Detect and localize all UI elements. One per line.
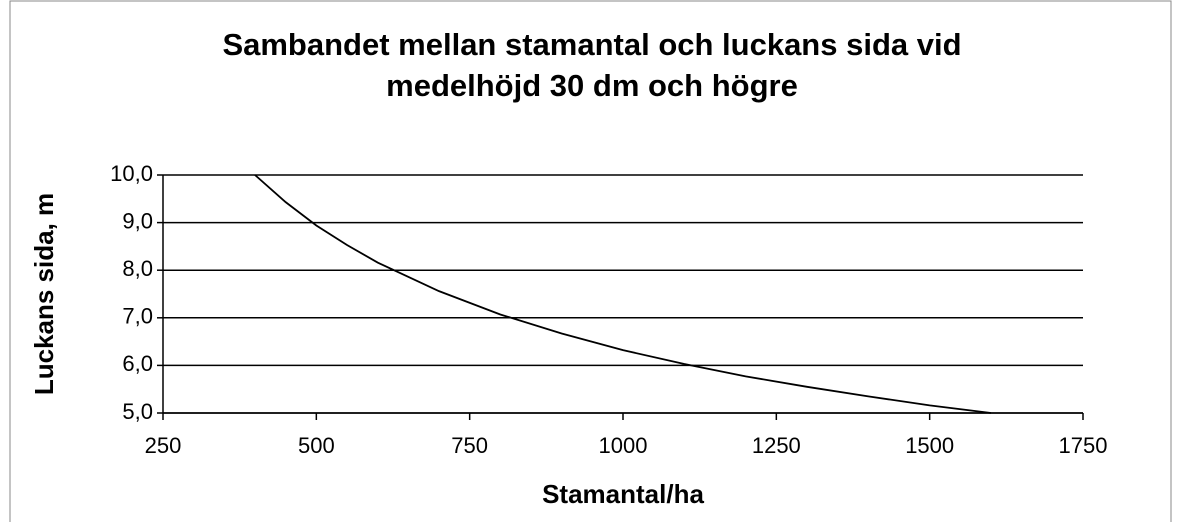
y-tick-label: 7,0 [122, 304, 153, 329]
y-tick-label: 5,0 [122, 399, 153, 424]
chart-title: Sambandet mellan stamantal och luckans s… [222, 27, 961, 62]
y-tick-label: 6,0 [122, 351, 153, 376]
x-tick-label: 1000 [599, 433, 648, 458]
x-tick-label: 1500 [905, 433, 954, 458]
x-tick-label: 1750 [1059, 433, 1108, 458]
chart-frame [9, 0, 1172, 527]
y-axis-label: Luckans sida, m [29, 193, 59, 395]
y-tick-label: 9,0 [122, 208, 153, 233]
y-tick-label: 8,0 [122, 256, 153, 281]
x-tick-label: 1250 [752, 433, 801, 458]
y-tick-label: 10,0 [110, 161, 153, 186]
x-tick-label: 250 [145, 433, 182, 458]
x-axis-label: Stamantal/ha [542, 479, 704, 509]
data-line [254, 174, 992, 414]
chart-title: medelhöjd 30 dm och högre [386, 68, 798, 103]
x-tick-label: 750 [451, 433, 488, 458]
x-tick-label: 500 [298, 433, 335, 458]
